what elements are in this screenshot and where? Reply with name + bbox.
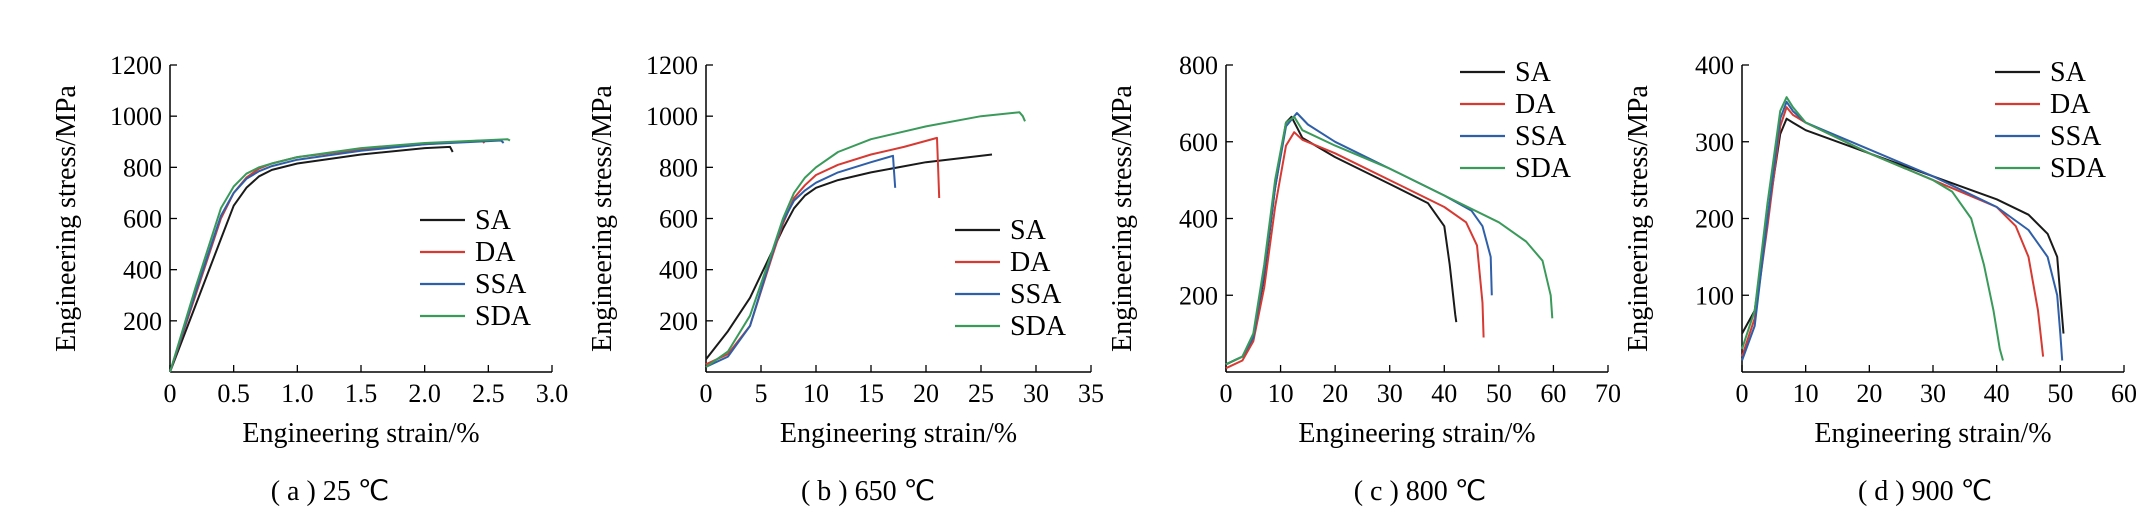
series-line-sda [705, 111, 1026, 368]
series-line-da [1225, 131, 1485, 370]
legend-label-sda: SDA [475, 301, 532, 332]
x-tick-label: 0 [1220, 379, 1233, 408]
x-tick-label: 30 [1920, 379, 1946, 408]
x-tick-label: 50 [1486, 379, 1512, 408]
legend-label-sa: SA [1515, 57, 1552, 88]
y-tick-label: 600 [659, 205, 698, 234]
legend-label-sda: SDA [1010, 311, 1067, 342]
series-line-ssa [1741, 100, 2064, 361]
y-tick-label: 1000 [110, 102, 162, 131]
y-axis-label: Engineering stress/MPa [1623, 85, 1654, 352]
x-tick-label: 0.5 [217, 379, 250, 408]
y-axis-label: Engineering stress/MPa [587, 85, 618, 352]
series-line-ssa [169, 139, 505, 373]
legend-label-sda: SDA [1515, 153, 1572, 184]
x-tick-label: 0 [700, 379, 713, 408]
legend-label-ssa: SSA [1515, 121, 1567, 152]
legend-label-da: DA [2050, 89, 2091, 120]
panel-caption: ( a ) 25 ℃ [271, 476, 390, 507]
y-tick-label: 800 [659, 153, 698, 182]
y-tick-label: 200 [1695, 205, 1734, 234]
x-tick-label: 20 [913, 379, 939, 408]
x-tick-label: 35 [1078, 379, 1104, 408]
series-line-sda [169, 138, 511, 373]
chart-panel-2: 0 5 10 15 20 25 30 35 200 400 600 800 1000 1200 Engine… [587, 51, 1104, 507]
legend-label-sa: SA [475, 205, 512, 236]
x-axis-label: Engineering strain/% [780, 418, 1017, 449]
series-line-da [1741, 106, 2045, 357]
chart-panel-3: 0 10 20 30 40 50 60 70 200 400 600 800 Engineering s… [1107, 51, 1621, 507]
y-axis-label: Engineering stress/MPa [51, 85, 82, 352]
y-tick-label: 200 [123, 307, 162, 336]
x-tick-label: 1.0 [281, 379, 314, 408]
x-axis-label: Engineering strain/% [242, 418, 479, 449]
x-axis-label: Engineering strain/% [1298, 418, 1535, 449]
x-tick-label: 2.0 [408, 379, 441, 408]
series-line-sa [705, 153, 993, 360]
y-tick-label: 1200 [110, 51, 162, 80]
x-tick-label: 10 [1793, 379, 1819, 408]
x-tick-label: 60 [2111, 379, 2137, 408]
series-line-ssa [705, 154, 897, 368]
x-axis-label: Engineering strain/% [1814, 418, 2051, 449]
legend-label-ssa: SSA [2050, 121, 2102, 152]
x-tick-label: 3.0 [536, 379, 569, 408]
x-tick-label: 2.5 [472, 379, 505, 408]
y-tick-label: 400 [1179, 205, 1218, 234]
x-tick-label: 1.5 [345, 379, 378, 408]
y-tick-label: 300 [1695, 128, 1734, 157]
chart-panel-1: 0 0.5 1.0 1.5 2.0 2.5 3.0 200 400 600 800 1000 1200 E… [51, 51, 568, 507]
x-tick-label: 60 [1540, 379, 1566, 408]
y-tick-label: 200 [1179, 281, 1218, 310]
panel-caption: ( b ) 650 ℃ [801, 476, 935, 507]
y-tick-label: 400 [1695, 51, 1734, 80]
y-axis-label: Engineering stress/MPa [1107, 85, 1138, 352]
panel-caption: ( d ) 900 ℃ [1858, 476, 1992, 507]
series-line-sda [1225, 115, 1554, 366]
x-tick-label: 50 [2047, 379, 2073, 408]
legend-label-sa: SA [2050, 57, 2087, 88]
x-tick-label: 30 [1023, 379, 1049, 408]
series-line-sda [1741, 96, 2004, 361]
panel-caption: ( c ) 800 ℃ [1354, 476, 1487, 507]
y-tick-label: 800 [123, 153, 162, 182]
y-tick-label: 600 [123, 205, 162, 234]
y-tick-label: 1200 [646, 51, 698, 80]
x-tick-label: 25 [968, 379, 994, 408]
x-tick-label: 40 [1984, 379, 2010, 408]
x-tick-label: 70 [1595, 379, 1621, 408]
x-tick-label: 15 [858, 379, 884, 408]
series-line-da [169, 139, 486, 373]
x-tick-label: 10 [803, 379, 829, 408]
series-line-sa [1225, 115, 1458, 366]
y-tick-label: 400 [123, 256, 162, 285]
series-line-ssa [1225, 112, 1493, 366]
legend-label-da: DA [475, 237, 516, 268]
y-tick-label: 200 [659, 307, 698, 336]
chart-panel-4: 0 10 20 30 40 50 60 100 200 300 400 Engineering str… [1623, 51, 2137, 507]
legend-label-da: DA [1515, 89, 1556, 120]
x-tick-label: 20 [1856, 379, 1882, 408]
x-tick-label: 5 [755, 379, 768, 408]
y-tick-label: 600 [1179, 128, 1218, 157]
series-line-sa [169, 145, 454, 373]
legend-label-ssa: SSA [475, 269, 527, 300]
x-tick-label: 40 [1431, 379, 1457, 408]
x-tick-label: 20 [1322, 379, 1348, 408]
y-tick-label: 1000 [646, 102, 698, 131]
x-tick-label: 10 [1268, 379, 1294, 408]
y-tick-label: 100 [1695, 281, 1734, 310]
x-tick-label: 30 [1377, 379, 1403, 408]
legend-label-ssa: SSA [1010, 279, 1062, 310]
legend-label-da: DA [1010, 247, 1051, 278]
x-tick-label: 0 [1736, 379, 1749, 408]
x-tick-label: 0 [164, 379, 177, 408]
y-tick-label: 800 [1179, 51, 1218, 80]
y-tick-label: 400 [659, 256, 698, 285]
legend-label-sda: SDA [2050, 153, 2107, 184]
legend-label-sa: SA [1010, 215, 1047, 246]
